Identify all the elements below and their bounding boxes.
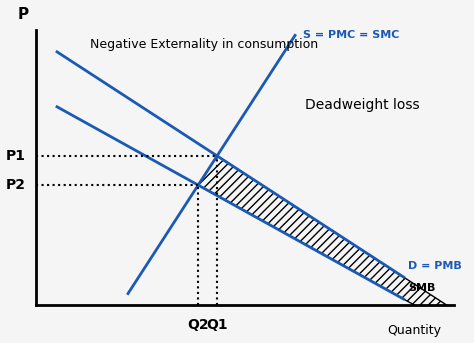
Text: SMB: SMB (408, 283, 435, 293)
Text: P1: P1 (6, 149, 26, 163)
Text: Q1: Q1 (206, 318, 228, 332)
Text: P: P (18, 7, 29, 22)
Text: P2: P2 (6, 178, 26, 192)
Text: D = PMB: D = PMB (408, 261, 462, 271)
Text: Deadweight loss: Deadweight loss (305, 98, 419, 112)
Text: S = PMC = SMC: S = PMC = SMC (303, 31, 400, 40)
Text: Quantity: Quantity (387, 324, 441, 337)
Text: Negative Externality in consumption: Negative Externality in consumption (91, 38, 319, 51)
Text: Q2: Q2 (187, 318, 209, 332)
